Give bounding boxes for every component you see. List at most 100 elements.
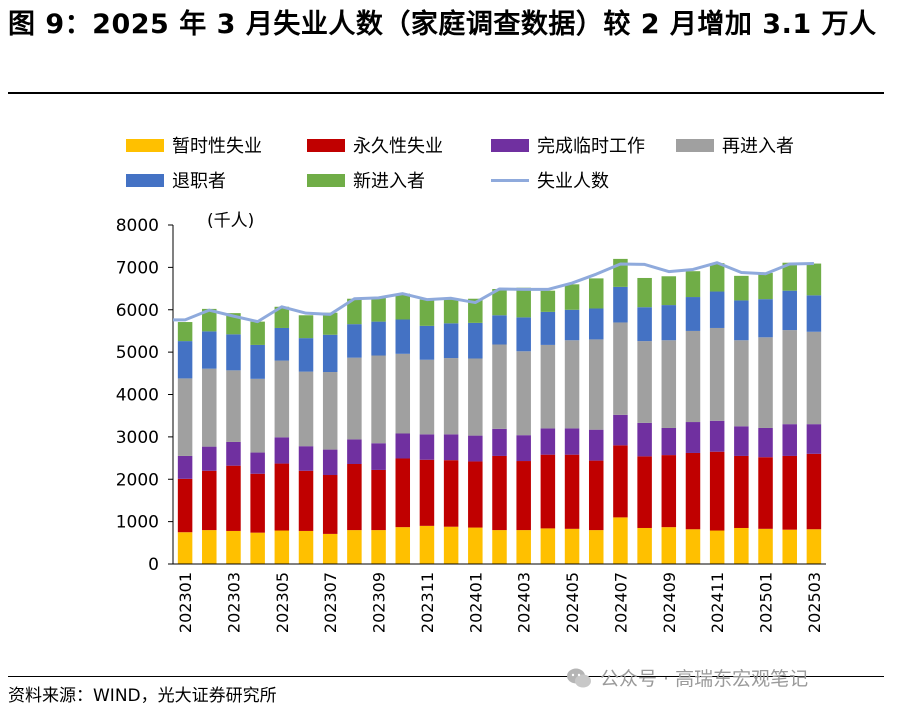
bar-segment-202501-s0 — [758, 528, 773, 564]
x-tick-label: 202405 — [563, 572, 582, 633]
bar-segment-202312-s1 — [443, 460, 459, 527]
bar-segment-202412-s2 — [734, 426, 749, 456]
bar-segment-202411-s1 — [709, 451, 725, 531]
bar-segment-202308-s2 — [347, 439, 362, 464]
bar-segment-202401-s2 — [468, 435, 483, 462]
bar-segment-202311-s5 — [419, 299, 435, 326]
bar-segment-202402-s3 — [492, 344, 507, 429]
bar-segment-202312-s2 — [443, 434, 459, 461]
x-tick-label: 202305 — [273, 572, 292, 633]
bar-segment-202410-s4 — [685, 297, 701, 331]
legend-item-job-leavers: 退职者 — [126, 167, 226, 193]
bar-segment-202312-s3 — [443, 358, 459, 435]
legend-swatch-total-unemployed — [491, 178, 529, 182]
bar-segment-202301-s5 — [177, 322, 193, 342]
bar-segment-202411-s2 — [709, 420, 725, 452]
bar-segment-202404-s0 — [540, 528, 556, 564]
bar-segment-202304-s1 — [250, 473, 265, 533]
bar-segment-202307-s2 — [322, 449, 338, 476]
bar-segment-202304-s2 — [250, 452, 265, 474]
bar-segment-202303-s1 — [226, 465, 241, 531]
bar-segment-202503-s2 — [806, 424, 822, 454]
bar-segment-202501-s5 — [758, 272, 773, 300]
x-tick-label: 202401 — [466, 572, 485, 633]
page-title: 图 9：2025 年 3 月失业人数（家庭调查数据）较 2 月增加 3.1 万人 — [8, 9, 877, 40]
bar-segment-202407-s1 — [613, 445, 628, 518]
bar-segment-202310-s1 — [395, 458, 411, 528]
legend-swatch-permanent — [307, 138, 345, 152]
x-tick-label: 202501 — [757, 572, 776, 633]
bar-segment-202307-s5 — [322, 312, 338, 335]
bar-segment-202501-s4 — [758, 299, 773, 338]
bar-segment-202307-s1 — [322, 475, 338, 534]
bar-segment-202310-s2 — [395, 433, 411, 459]
bar-segment-202401-s3 — [468, 358, 483, 436]
bar-segment-202405-s3 — [564, 340, 580, 429]
bar-segment-202405-s4 — [564, 309, 580, 341]
y-tick-label: 7000 — [116, 258, 159, 278]
bar-segment-202410-s2 — [685, 422, 701, 453]
legend-item-completed-temp: 完成临时工作 — [491, 132, 645, 158]
bar-segment-202409-s0 — [661, 527, 677, 564]
bar-segment-202309-s4 — [371, 321, 386, 356]
bar-segment-202405-s1 — [564, 454, 580, 529]
bar-segment-202302-s0 — [202, 530, 217, 564]
bar-segment-202311-s3 — [419, 359, 435, 435]
bar-segment-202311-s4 — [419, 325, 435, 360]
bar-segment-202303-s2 — [226, 441, 241, 466]
legend-label-total-unemployed: 失业人数 — [537, 171, 609, 192]
bar-segment-202302-s1 — [202, 470, 217, 531]
bar-segment-202302-s4 — [202, 331, 217, 369]
legend-swatch-new-entrants — [307, 173, 345, 187]
bar-segment-202412-s5 — [734, 275, 749, 301]
bar-segment-202404-s2 — [540, 428, 556, 455]
bar-segment-202410-s1 — [685, 452, 701, 530]
bar-segment-202302-s2 — [202, 446, 217, 471]
bar-segment-202308-s5 — [347, 298, 362, 325]
y-axis-unit-label: (千人) — [207, 211, 255, 231]
bar-segment-202502-s3 — [782, 330, 797, 425]
bar-segment-202503-s1 — [806, 453, 822, 530]
bar-segment-202408-s1 — [637, 456, 652, 528]
bar-segment-202304-s5 — [250, 321, 265, 345]
bar-segment-202306-s0 — [298, 530, 314, 564]
bar-segment-202304-s4 — [250, 344, 265, 379]
bar-segment-202412-s0 — [734, 527, 749, 564]
bar-segment-202404-s5 — [540, 290, 556, 312]
y-tick-label: 5000 — [116, 343, 159, 363]
x-tick-label: 202407 — [611, 572, 630, 633]
bar-segment-202308-s0 — [347, 530, 362, 564]
x-tick-label: 202403 — [515, 572, 534, 633]
bar-segment-202412-s4 — [734, 300, 749, 341]
y-tick-label: 3000 — [116, 428, 159, 448]
bar-segment-202403-s0 — [516, 530, 531, 564]
bar-segment-202308-s1 — [347, 464, 362, 531]
x-tick-label: 202503 — [805, 572, 824, 633]
bar-segment-202403-s3 — [516, 351, 531, 436]
chart-plot: 0 1000 2000 3000 4000 5000 6000 7000 8000 202301 2… — [116, 216, 826, 633]
bar-segment-202307-s3 — [322, 372, 338, 450]
bar-segment-202310-s0 — [395, 527, 411, 564]
bar-segment-202409-s3 — [661, 340, 677, 428]
y-tick-label: 8000 — [116, 216, 159, 236]
legend-item-temporary: 暂时性失业 — [126, 132, 262, 158]
legend-item-permanent: 永久性失业 — [307, 132, 443, 158]
legend-item-reentrants: 再进入者 — [676, 132, 794, 158]
bar-segment-202306-s4 — [298, 338, 314, 372]
bar-segment-202302-s3 — [202, 368, 217, 447]
bar-segment-202305-s2 — [274, 437, 290, 464]
bar-segment-202409-s4 — [661, 305, 677, 341]
bar-segment-202406-s3 — [588, 339, 604, 430]
bar-segment-202404-s4 — [540, 311, 556, 345]
bar-segment-202405-s5 — [564, 284, 580, 310]
wechat-icon — [567, 668, 591, 687]
bar-segment-202410-s0 — [685, 529, 701, 564]
bar-segment-202410-s3 — [685, 330, 701, 423]
bar-segment-202402-s5 — [492, 288, 507, 316]
bar-segment-202304-s0 — [250, 532, 265, 564]
bar-segment-202406-s0 — [588, 530, 604, 564]
bar-segment-202407-s4 — [613, 286, 628, 323]
legend-label-job-leavers: 退职者 — [172, 171, 226, 192]
bar-segment-202404-s3 — [540, 344, 556, 429]
bar-segment-202502-s4 — [782, 290, 797, 331]
